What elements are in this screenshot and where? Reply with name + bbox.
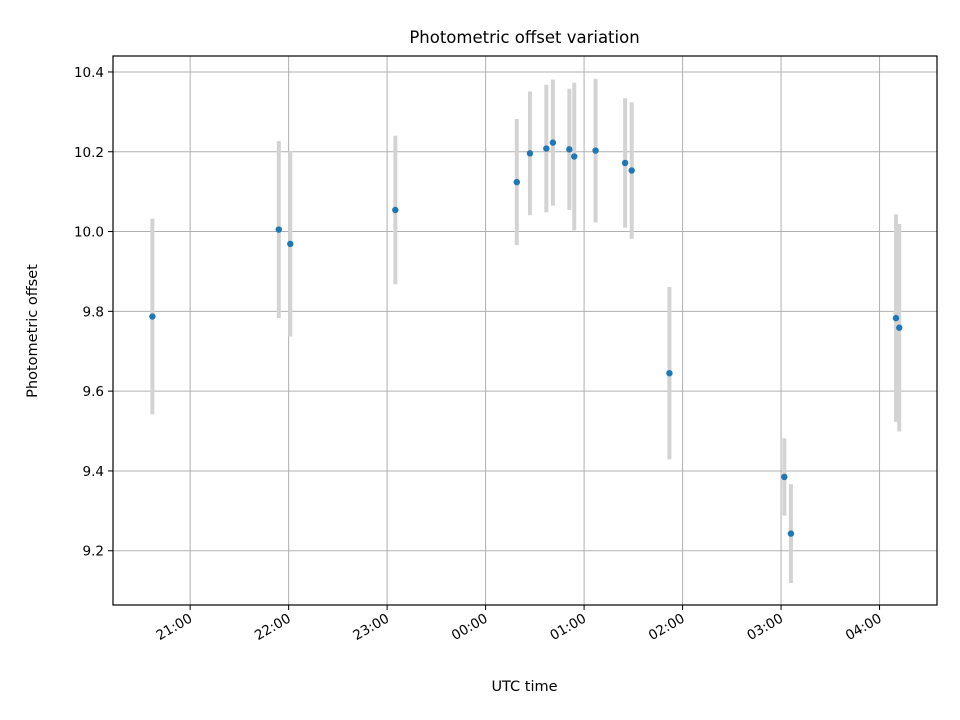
- x-tick-label: 22:00: [252, 611, 294, 644]
- chart-title: Photometric offset variation: [409, 28, 639, 47]
- data-point: [571, 153, 578, 160]
- data-point: [566, 146, 573, 153]
- y-tick-label: 10.0: [74, 225, 104, 241]
- error-bars: [150, 78, 902, 584]
- x-axis-label: UTC time: [491, 679, 557, 695]
- y-tick-label: 10.4: [74, 65, 104, 81]
- x-tick-label: 00:00: [449, 611, 491, 644]
- data-point: [592, 147, 599, 154]
- y-tick-label: 9.6: [83, 384, 104, 400]
- data-point: [896, 324, 903, 331]
- y-tick-label: 9.2: [83, 544, 104, 560]
- data-point: [787, 530, 795, 537]
- x-axis: 21:00 22:00 23:00 00:00 01:00 02:00 03:00 04:00: [153, 605, 885, 644]
- x-tick-label: 04:00: [843, 611, 885, 644]
- x-tick-label: 03:00: [744, 611, 786, 644]
- data-point: [892, 314, 900, 322]
- data-point: [781, 473, 788, 481]
- x-tick-label: 23:00: [350, 611, 392, 644]
- data-point: [392, 206, 399, 214]
- data-point: [287, 240, 294, 248]
- y-tick-label: 9.8: [83, 304, 104, 320]
- x-tick-label: 01:00: [547, 611, 589, 644]
- grid: [113, 56, 937, 605]
- data-point: [275, 226, 282, 233]
- data-point: [628, 167, 635, 174]
- data-points: [149, 139, 903, 537]
- data-point: [149, 313, 156, 320]
- data-point: [526, 150, 534, 157]
- data-point: [543, 145, 550, 152]
- x-tick-label: 02:00: [646, 611, 688, 644]
- x-tick-label: 21:00: [153, 611, 195, 644]
- data-point: [621, 159, 629, 167]
- data-point: [549, 139, 557, 146]
- y-axis: 9.2 9.4 9.6 9.8 10.0 10.2 10.4: [74, 65, 113, 560]
- y-tick-label: 9.4: [83, 464, 104, 480]
- data-point: [666, 369, 673, 377]
- data-point: [513, 178, 520, 186]
- y-axis-label: Photometric offset: [25, 264, 41, 398]
- y-tick-label: 10.2: [74, 145, 104, 161]
- plot-area-frame: [112, 55, 938, 606]
